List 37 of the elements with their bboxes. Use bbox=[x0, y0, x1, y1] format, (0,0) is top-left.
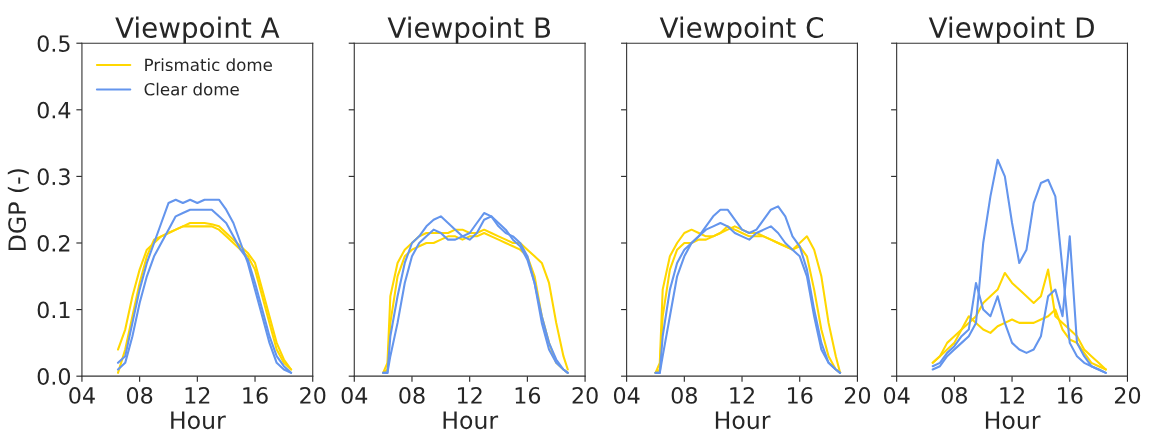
x-axis-title: Hour bbox=[985, 411, 1041, 430]
x-tick-label: 04 bbox=[69, 386, 95, 404]
x-tick-label: 12 bbox=[457, 386, 482, 404]
chart-title: Viewpoint B bbox=[387, 16, 551, 44]
y-axis-title: DGP (-) bbox=[7, 169, 29, 250]
x-tick-label: 20 bbox=[300, 386, 326, 404]
chart-title: Viewpoint A bbox=[115, 16, 280, 44]
x-axis-title: Hour bbox=[171, 411, 226, 430]
x-tick-label: 12 bbox=[730, 386, 754, 404]
x-tick-label: 12 bbox=[1000, 386, 1024, 404]
y-tick-label: 0.3 bbox=[37, 168, 70, 186]
x-axis-title: Hour bbox=[715, 411, 771, 430]
x-tick-label: 20 bbox=[572, 386, 598, 404]
chart-title: Viewpoint D bbox=[928, 16, 1094, 44]
x-tick-label: 08 bbox=[126, 386, 153, 404]
x-tick-label: 08 bbox=[941, 386, 967, 404]
y-tick-label: 0.0 bbox=[37, 368, 71, 385]
x-tick-label: 04 bbox=[613, 386, 640, 404]
x-tick-label: 16 bbox=[788, 386, 813, 404]
x-tick-label: 04 bbox=[883, 386, 910, 404]
legend-label: Prismatic dome bbox=[145, 58, 272, 72]
x-axis-title: Hour bbox=[443, 411, 499, 430]
x-tick-label: 20 bbox=[844, 386, 871, 404]
x-tick-label: 04 bbox=[341, 386, 368, 404]
x-tick-label: 08 bbox=[399, 386, 425, 404]
x-tick-label: 16 bbox=[1058, 386, 1083, 404]
x-tick-label: 20 bbox=[1114, 386, 1141, 404]
x-tick-label: 12 bbox=[185, 386, 210, 404]
y-tick-label: 0.4 bbox=[37, 101, 71, 119]
y-tick-label: 0.2 bbox=[37, 234, 70, 252]
x-tick-label: 16 bbox=[243, 386, 268, 404]
legend-label: Clear dome bbox=[144, 82, 239, 96]
x-tick-label: 16 bbox=[515, 386, 541, 404]
y-tick-label: 0.1 bbox=[37, 301, 70, 319]
chart-title: Viewpoint C bbox=[659, 16, 823, 44]
x-tick-label: 08 bbox=[671, 386, 697, 404]
y-tick-label: 0.5 bbox=[37, 35, 70, 52]
